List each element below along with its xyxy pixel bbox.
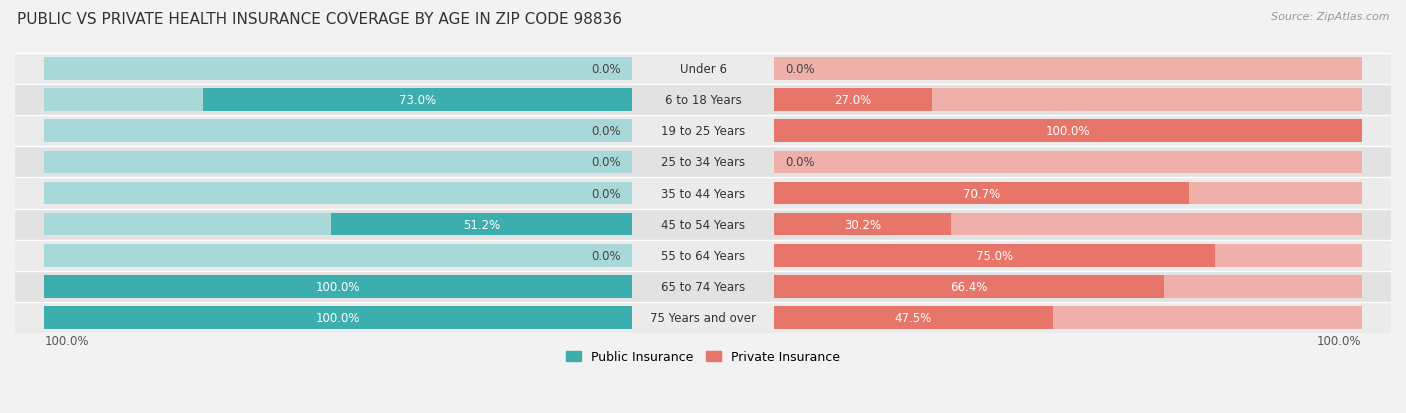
Text: 75.0%: 75.0% <box>976 249 1012 262</box>
Bar <box>15 271 1391 302</box>
Text: 73.0%: 73.0% <box>399 94 436 107</box>
Bar <box>204 89 633 112</box>
Text: 47.5%: 47.5% <box>894 311 932 324</box>
Bar <box>773 307 1053 329</box>
Bar <box>773 244 1361 267</box>
Bar <box>15 240 1391 271</box>
Text: 6 to 18 Years: 6 to 18 Years <box>665 94 741 107</box>
Bar <box>45 214 633 236</box>
Bar <box>45 89 633 112</box>
Bar <box>773 89 932 112</box>
Bar <box>773 214 950 236</box>
Text: 30.2%: 30.2% <box>844 218 882 231</box>
Bar <box>773 183 1189 205</box>
Text: Under 6: Under 6 <box>679 63 727 76</box>
Bar <box>15 209 1391 240</box>
Text: 100.0%: 100.0% <box>316 280 361 293</box>
Bar <box>15 116 1391 147</box>
Text: 100.0%: 100.0% <box>45 335 89 347</box>
Bar <box>15 54 1391 85</box>
Bar <box>45 120 633 142</box>
Bar <box>773 120 1361 142</box>
Text: 0.0%: 0.0% <box>786 156 815 169</box>
Text: 55 to 64 Years: 55 to 64 Years <box>661 249 745 262</box>
Text: 51.2%: 51.2% <box>463 218 501 231</box>
Text: 100.0%: 100.0% <box>1045 125 1090 138</box>
Bar <box>45 151 633 173</box>
Text: PUBLIC VS PRIVATE HEALTH INSURANCE COVERAGE BY AGE IN ZIP CODE 98836: PUBLIC VS PRIVATE HEALTH INSURANCE COVER… <box>17 12 621 27</box>
Bar <box>45 244 633 267</box>
Text: 0.0%: 0.0% <box>591 187 620 200</box>
Bar <box>45 307 633 329</box>
Bar <box>332 214 633 236</box>
Bar <box>773 183 1361 205</box>
Bar <box>45 275 633 298</box>
Bar <box>773 275 1164 298</box>
Bar <box>15 178 1391 209</box>
Text: 45 to 54 Years: 45 to 54 Years <box>661 218 745 231</box>
Bar <box>45 58 633 81</box>
Legend: Public Insurance, Private Insurance: Public Insurance, Private Insurance <box>561 345 845 368</box>
Text: 75 Years and over: 75 Years and over <box>650 311 756 324</box>
Text: 0.0%: 0.0% <box>591 156 620 169</box>
Bar <box>773 89 1361 112</box>
Text: 0.0%: 0.0% <box>591 249 620 262</box>
Text: 65 to 74 Years: 65 to 74 Years <box>661 280 745 293</box>
Bar <box>773 120 1361 142</box>
Text: 100.0%: 100.0% <box>1317 335 1361 347</box>
Text: 0.0%: 0.0% <box>786 63 815 76</box>
Text: 100.0%: 100.0% <box>316 311 361 324</box>
Bar <box>773 151 1361 173</box>
Text: 0.0%: 0.0% <box>591 63 620 76</box>
Bar <box>45 307 633 329</box>
Text: 25 to 34 Years: 25 to 34 Years <box>661 156 745 169</box>
Text: 66.4%: 66.4% <box>950 280 987 293</box>
Bar <box>773 307 1361 329</box>
Bar <box>45 183 633 205</box>
Bar <box>15 85 1391 116</box>
Text: 19 to 25 Years: 19 to 25 Years <box>661 125 745 138</box>
Text: 0.0%: 0.0% <box>591 125 620 138</box>
Text: 35 to 44 Years: 35 to 44 Years <box>661 187 745 200</box>
Bar <box>773 214 1361 236</box>
Text: 27.0%: 27.0% <box>834 94 872 107</box>
Bar <box>773 275 1361 298</box>
Bar <box>773 58 1361 81</box>
Bar <box>15 302 1391 333</box>
Bar <box>773 244 1215 267</box>
Bar <box>45 275 633 298</box>
Bar <box>15 147 1391 178</box>
Text: 70.7%: 70.7% <box>963 187 1000 200</box>
Text: Source: ZipAtlas.com: Source: ZipAtlas.com <box>1271 12 1389 22</box>
